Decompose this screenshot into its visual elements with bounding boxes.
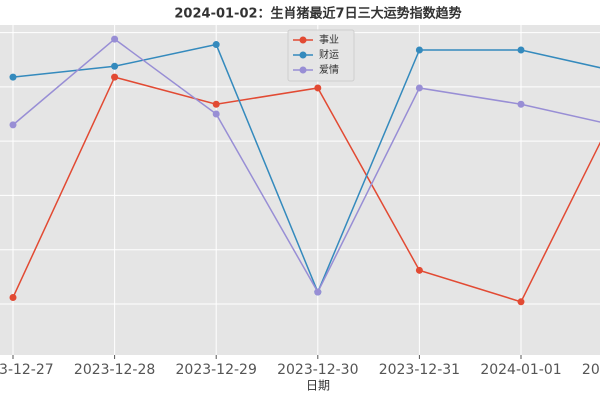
point bbox=[111, 62, 119, 70]
x-axis-label: 日期 bbox=[306, 379, 330, 393]
legend-marker bbox=[299, 51, 307, 59]
point bbox=[415, 266, 423, 274]
point bbox=[9, 121, 17, 129]
point bbox=[517, 100, 525, 108]
point bbox=[111, 73, 119, 81]
x-tick-label: 2024-01-02 bbox=[582, 362, 600, 378]
x-tick-label: 2023-12-29 bbox=[176, 362, 257, 378]
point bbox=[517, 46, 525, 54]
x-tick-label: 2023-12-28 bbox=[74, 362, 155, 378]
point bbox=[314, 84, 322, 92]
x-tick-label: 2023-12-30 bbox=[277, 362, 358, 378]
point bbox=[9, 73, 17, 81]
legend-marker bbox=[299, 66, 307, 74]
x-tick-label: 2023-12-27 bbox=[0, 362, 54, 378]
point bbox=[314, 288, 322, 296]
legend-label: 财运 bbox=[319, 48, 339, 61]
chart-title: 2024-01-02：生肖猪最近7日三大运势指数趋势 bbox=[174, 6, 461, 22]
marks bbox=[9, 35, 600, 306]
point bbox=[212, 41, 220, 49]
point bbox=[9, 293, 17, 301]
legend-marker bbox=[299, 36, 307, 44]
x-tick-label: 2024-01-01 bbox=[480, 362, 561, 378]
point bbox=[212, 100, 220, 108]
point bbox=[415, 84, 423, 92]
point bbox=[517, 298, 525, 306]
point bbox=[415, 46, 423, 54]
legend-label: 爱情 bbox=[319, 63, 339, 76]
x-tick-label: 2023-12-31 bbox=[379, 362, 460, 378]
point bbox=[111, 35, 119, 43]
point bbox=[212, 110, 220, 118]
legend-label: 事业 bbox=[319, 33, 339, 46]
